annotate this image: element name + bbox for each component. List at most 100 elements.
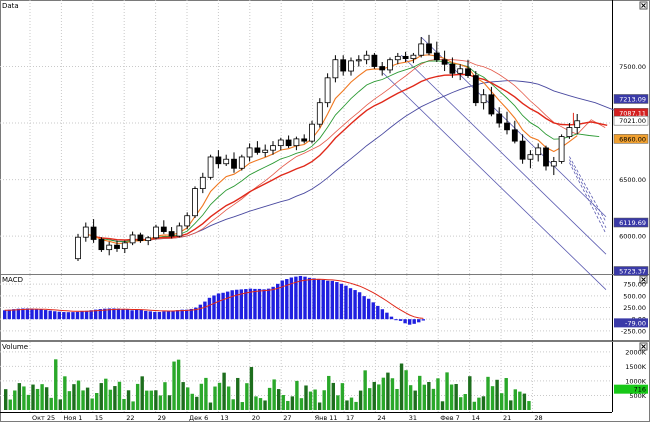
volume-bar	[459, 397, 463, 410]
candle-body	[550, 161, 557, 167]
macd-bar	[53, 311, 57, 320]
volume-bar	[477, 397, 481, 410]
time-tick-label: 14	[472, 414, 480, 422]
volume-bar	[254, 396, 258, 410]
time-tick-label: 28	[534, 414, 542, 422]
macd-bar	[194, 307, 198, 320]
macd-bar	[398, 319, 403, 321]
macd-bar	[239, 289, 243, 320]
moving-average-line	[124, 58, 606, 242]
candle-body	[160, 226, 167, 232]
macd-bar	[285, 279, 289, 320]
macd-panel-close-button[interactable]	[639, 275, 648, 284]
macd-bar	[121, 309, 125, 320]
candle-body	[262, 149, 269, 153]
macd-bar	[244, 289, 248, 320]
candle-body	[153, 226, 159, 239]
volume-bar	[327, 375, 331, 410]
macd-bar	[71, 312, 75, 320]
volume-bar	[236, 377, 240, 410]
candle-body	[441, 59, 448, 65]
macd-bar	[235, 289, 239, 320]
volume-bar	[340, 383, 345, 410]
macd-bar	[266, 288, 271, 320]
volume-bar	[431, 388, 436, 410]
volume-badge	[614, 384, 648, 394]
volume-bar	[313, 389, 317, 410]
macd-bar	[353, 290, 357, 320]
macd-bar	[298, 275, 303, 320]
macd-bar	[421, 319, 425, 321]
volume-bar	[217, 382, 222, 410]
volume-bar	[286, 400, 290, 410]
macd-bar	[98, 309, 102, 320]
macd-bar	[389, 316, 394, 320]
volume-bar	[117, 381, 122, 410]
candle-body	[199, 176, 206, 190]
candle-body	[106, 244, 113, 251]
macd-bar	[57, 311, 61, 320]
trend-channel-line	[382, 72, 607, 290]
candle-body	[231, 158, 237, 169]
volume-bar	[8, 399, 12, 410]
candle-body	[355, 59, 362, 62]
volume-bar	[490, 386, 495, 410]
volume-bar	[58, 399, 62, 410]
volume-bar	[135, 383, 140, 410]
price-panel-close-button[interactable]	[639, 1, 648, 10]
macd-bar	[175, 310, 180, 320]
macd-bar	[344, 285, 348, 320]
volume-bar	[495, 379, 499, 410]
volume-bar	[454, 384, 458, 410]
price-badge-label: 7021.00	[619, 117, 646, 125]
volume-bar	[377, 384, 381, 410]
time-tick-label: 13	[220, 414, 228, 422]
macd-bar	[271, 286, 275, 320]
volume-bar	[258, 398, 263, 410]
volume-bar	[240, 402, 244, 410]
price-badge-label: 6860.00	[619, 135, 646, 143]
candle-body	[504, 122, 510, 131]
macd-bar	[257, 288, 262, 320]
volume-bar	[481, 396, 486, 410]
volume-bar	[44, 387, 49, 410]
trend-channel-line	[569, 156, 607, 223]
macd-bar	[412, 319, 416, 324]
candle-body	[270, 145, 276, 151]
volume-bar	[131, 401, 135, 410]
candle-body	[176, 225, 183, 237]
macd-bar	[89, 310, 93, 320]
macd-bar	[335, 282, 339, 320]
candle-body	[558, 136, 565, 162]
macd-bar	[166, 311, 171, 320]
macd-bar	[34, 308, 39, 320]
volume-bar	[436, 378, 440, 410]
volume-bar	[509, 400, 513, 410]
volume-bar	[422, 384, 426, 410]
volume-bar	[176, 359, 181, 410]
volume-bar	[368, 388, 372, 410]
candle-body	[277, 139, 284, 147]
macd-bar	[39, 309, 43, 320]
moving-average-line	[101, 60, 600, 243]
macd-bar	[362, 296, 366, 320]
volume-bar	[299, 398, 304, 410]
volume-bar	[245, 383, 249, 410]
volume-bar	[463, 394, 467, 410]
volume-bar	[31, 384, 35, 410]
price-tick-label: 6000.00	[619, 233, 646, 241]
volume-bar	[40, 384, 44, 410]
macd-bar	[357, 292, 362, 320]
price-badge	[613, 266, 649, 276]
volume-bar	[363, 370, 367, 410]
volume-bar	[17, 383, 22, 410]
candle-body	[574, 120, 581, 128]
volume-panel-close-button[interactable]	[639, 342, 648, 351]
moving-average-layer	[85, 54, 630, 244]
macd-panel-title: MACD	[2, 276, 23, 284]
volume-bar	[104, 378, 108, 410]
volume-bar	[381, 377, 386, 410]
candle-body	[285, 139, 292, 147]
candle-body	[207, 156, 214, 178]
